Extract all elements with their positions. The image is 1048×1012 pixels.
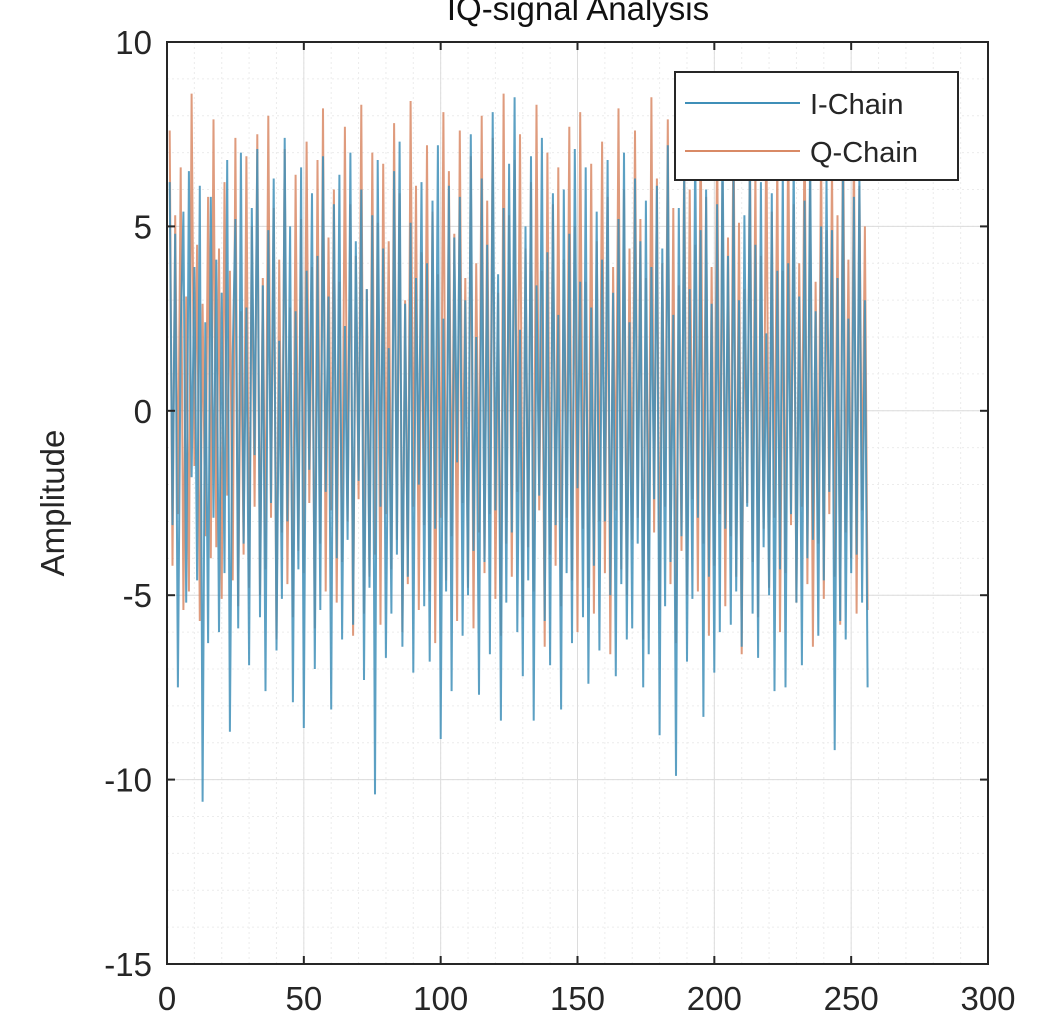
x-tick-label: 200 xyxy=(687,980,742,1012)
y-tick-label: -10 xyxy=(104,762,152,799)
legend: I-Chain Q-Chain xyxy=(674,71,959,181)
y-tick-label: 0 xyxy=(134,393,152,430)
y-tick-label: 10 xyxy=(115,24,152,61)
y-axis-label: Amplitude xyxy=(34,430,71,577)
y-tick-label: -5 xyxy=(123,577,152,614)
x-tick-label: 250 xyxy=(824,980,879,1012)
series-lines xyxy=(168,93,869,802)
chart-title: IQ-signal Analysis xyxy=(447,0,709,27)
y-tick-label: 5 xyxy=(134,208,152,245)
x-tick-label: 300 xyxy=(960,980,1015,1012)
x-tick-label: 150 xyxy=(550,980,605,1012)
series-line-i-chain xyxy=(168,97,869,802)
legend-label-q-chain: Q-Chain xyxy=(810,137,918,169)
y-tick-label: -15 xyxy=(104,946,152,983)
legend-box xyxy=(674,71,959,181)
x-tick-label: 0 xyxy=(158,980,176,1012)
legend-label-i-chain: I-Chain xyxy=(810,89,904,121)
x-tick-label: 100 xyxy=(413,980,468,1012)
x-tick-label: 50 xyxy=(285,980,322,1012)
